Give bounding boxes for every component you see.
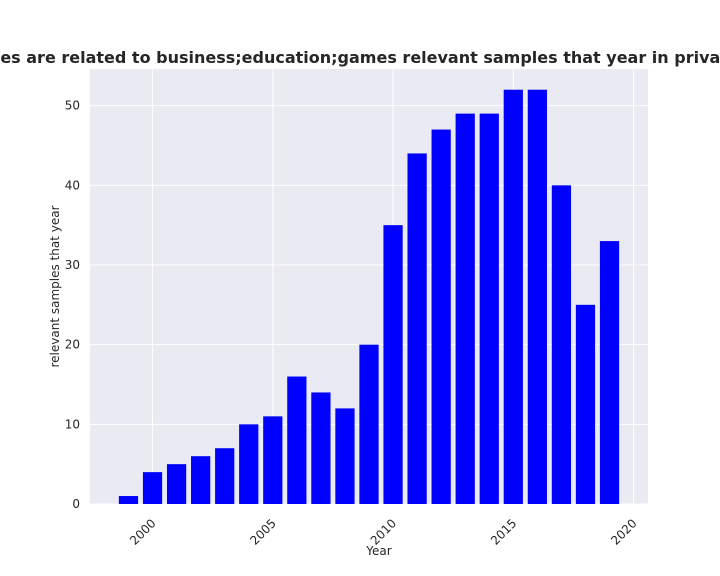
y-axis-label: relevant samples that year <box>48 205 62 367</box>
bar-2004 <box>239 424 259 504</box>
bar-2017 <box>551 185 572 505</box>
x-tick-label: 2000 <box>127 516 158 547</box>
y-tick-label: 20 <box>65 338 80 352</box>
chart-title: Categories are related to business;educa… <box>0 48 720 67</box>
bar-2015 <box>503 89 523 504</box>
y-tick-label: 40 <box>65 178 80 192</box>
bar-2006 <box>287 376 307 504</box>
bar-2018 <box>575 304 596 504</box>
bar-2019 <box>599 241 620 505</box>
bar-2016 <box>527 89 547 504</box>
x-tick-label: 2005 <box>247 516 278 547</box>
bars <box>118 89 620 505</box>
y-tick-label: 10 <box>65 417 80 431</box>
x-axis-label: Year <box>365 544 391 558</box>
bar-2009 <box>359 344 379 504</box>
bar-2010 <box>383 225 403 504</box>
bar-2007 <box>311 392 331 504</box>
bar-2013 <box>455 113 475 504</box>
bar-2001 <box>166 464 187 504</box>
x-tick-label: 2010 <box>368 516 399 547</box>
bar-2003 <box>215 448 235 504</box>
bar-1999 <box>118 496 139 504</box>
bar-2012 <box>431 129 451 505</box>
bar-2008 <box>335 408 355 504</box>
bar-2011 <box>407 153 427 504</box>
y-tick-label: 30 <box>65 258 80 272</box>
bar-2014 <box>479 113 499 504</box>
bar-2002 <box>191 456 211 504</box>
x-tick-label: 2020 <box>608 516 639 547</box>
bar-2000 <box>142 472 163 504</box>
bar-2005 <box>263 416 283 504</box>
y-tick-label: 50 <box>65 99 80 113</box>
y-tick-label: 0 <box>72 497 80 511</box>
x-tick-label: 2015 <box>488 516 519 547</box>
